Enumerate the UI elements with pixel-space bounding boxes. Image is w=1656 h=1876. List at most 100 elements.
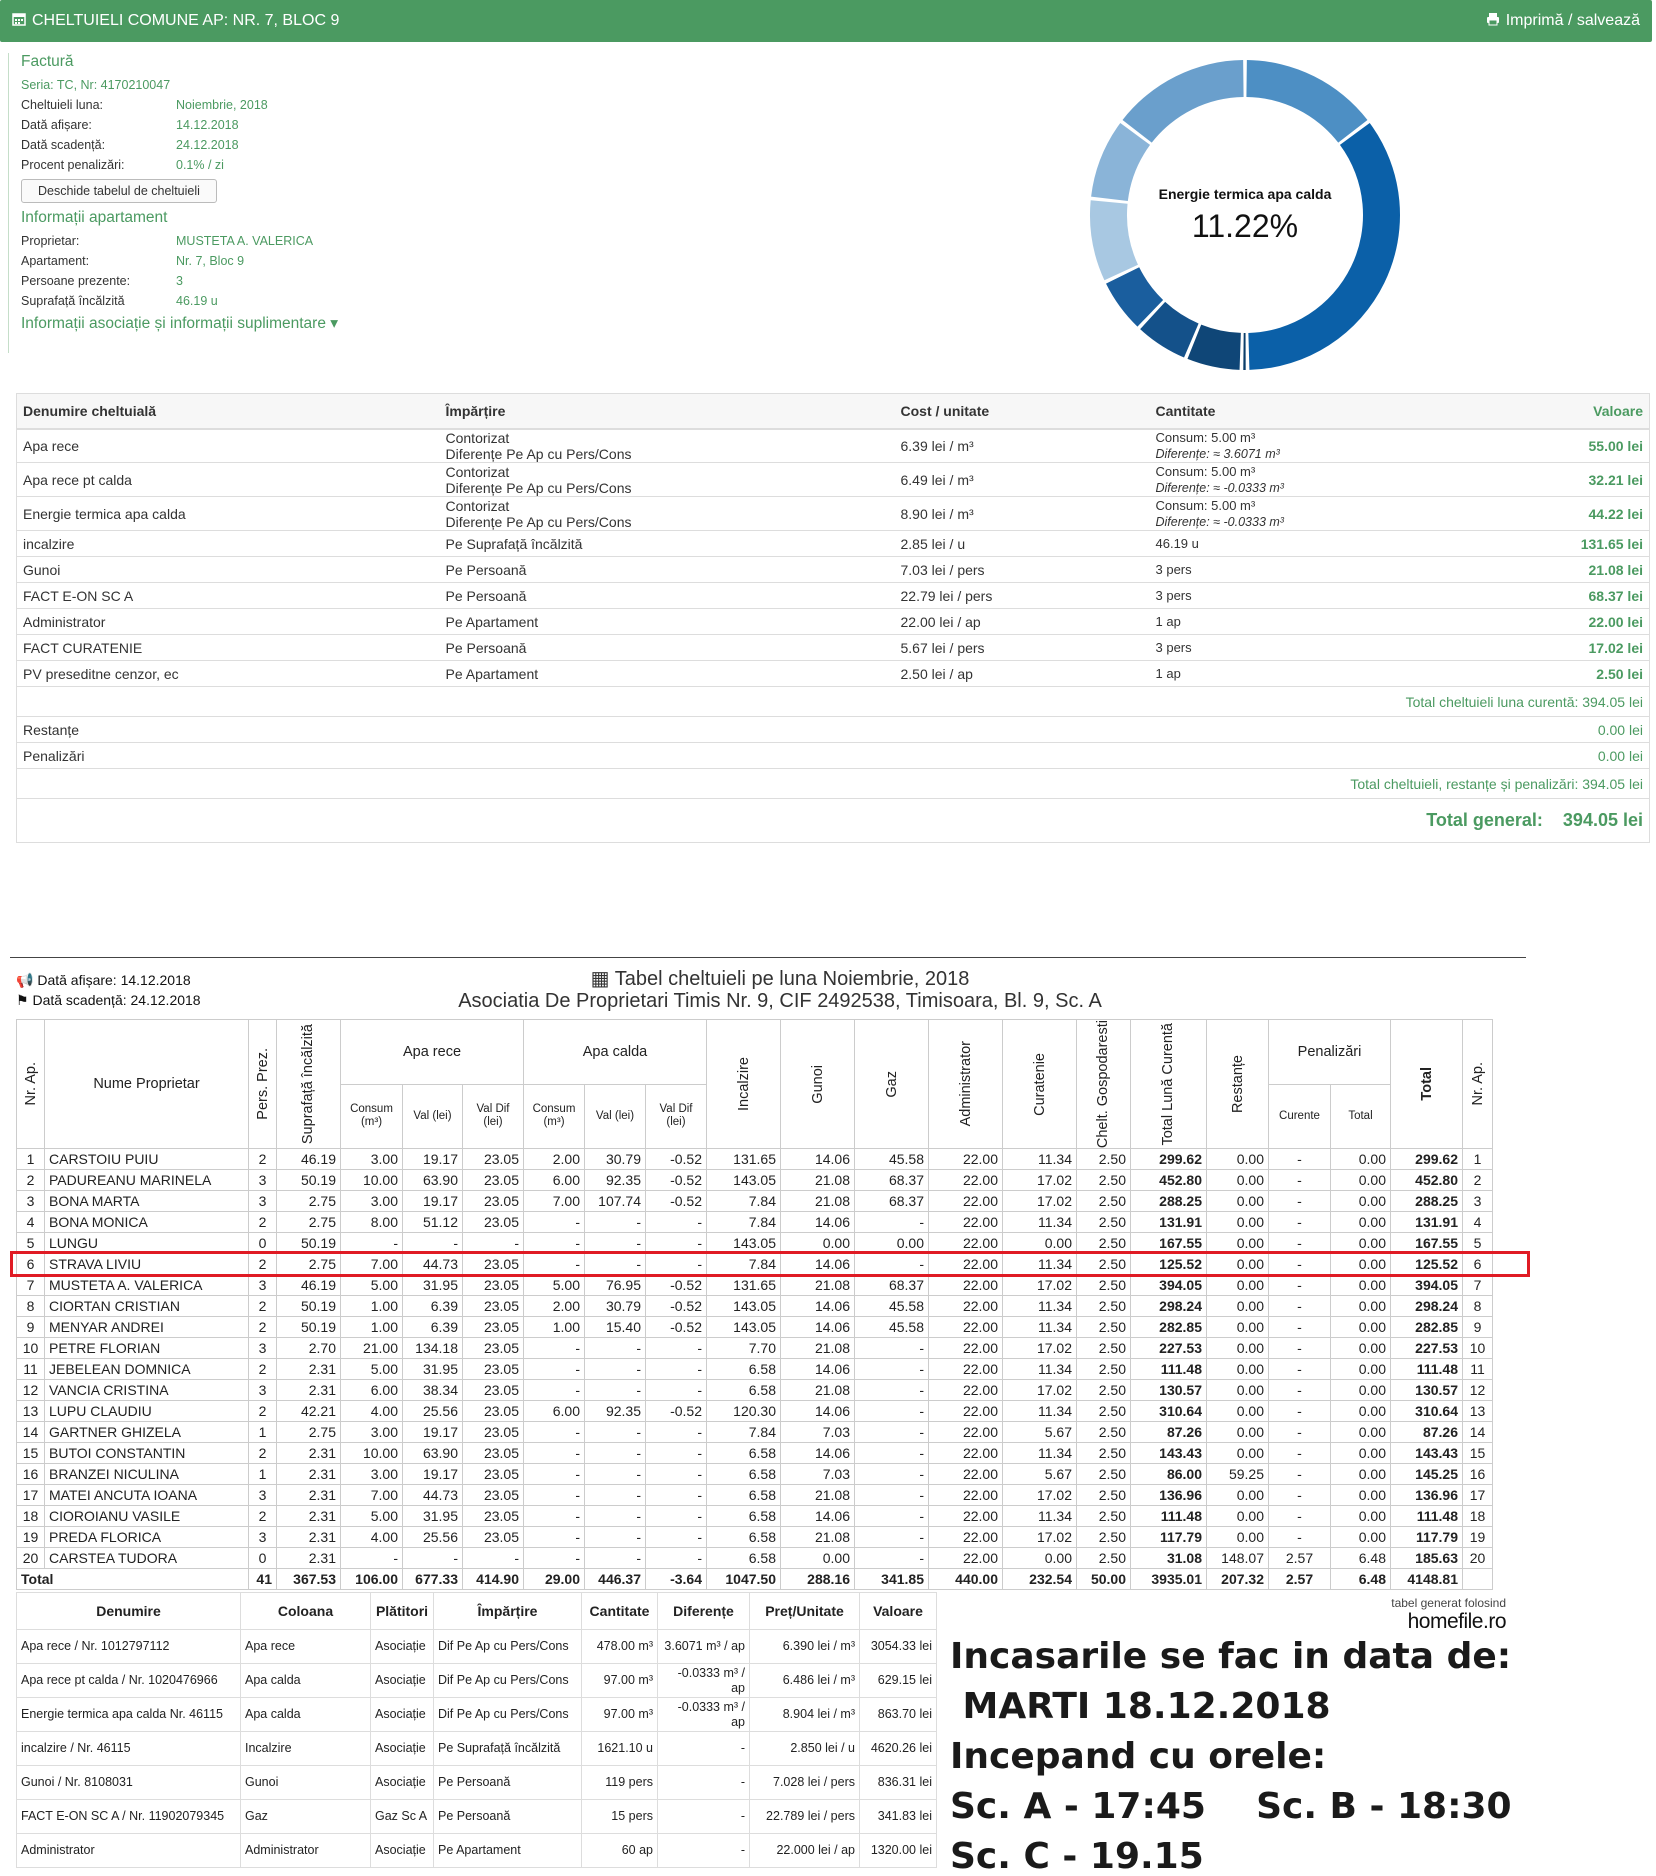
expense-split: Contorizat Diferențe Pe Ap cu Pers/Cons [439,496,895,531]
table-cell: 125.52 [1390,1253,1463,1276]
info-value: 3 [176,274,183,288]
table-cell: 17.02 [1002,1379,1077,1402]
table-cell: - [523,1442,585,1465]
table-cell: 167.55 [1130,1232,1207,1255]
table-cell: 2 [248,1505,277,1528]
table-cell: 310.64 [1390,1400,1463,1423]
bill-cell: Asociație [370,1765,434,1800]
table-cell: 0.00 [1206,1274,1269,1297]
table-heading: 📢 Dată afișare: 14.12.2018 ⚑ Dată scaden… [0,968,1656,1018]
open-table-button[interactable]: Deschide tabelul de cheltuieli [21,179,217,203]
table-cell: 7.84 [706,1211,781,1234]
invoice-heading: Factură [21,53,74,70]
table-cell: 1.00 [340,1316,403,1339]
donut-slice[interactable] [1243,332,1246,370]
donut-slice[interactable] [1091,122,1151,201]
table-cell: 14 [16,1421,45,1444]
col-header-curente: Curente [1268,1083,1331,1150]
table-cell: 310.64 [1130,1400,1207,1423]
col-header: Denumire cheltuială [16,393,440,430]
table-cell: 8 [16,1295,45,1318]
expense-split-line: Diferențe Pe Ap cu Pers/Cons [445,513,632,530]
table-cell: 22.00 [928,1169,1003,1192]
print-button[interactable]: Imprimă / salvează [1486,12,1640,31]
table-cell: 31.95 [402,1505,463,1528]
table-cell: 22.00 [928,1463,1003,1486]
table-cell: 341.85 [854,1568,929,1591]
donut-slice[interactable] [1122,60,1244,143]
donut-slice[interactable] [1106,267,1164,327]
table-cell: 50.00 [1076,1568,1131,1591]
donut-slice[interactable] [1090,200,1138,281]
expense-qty-line: Consum: 5.00 m³ [1155,429,1256,445]
donut-slice[interactable] [1248,122,1400,370]
table-cell: - [854,1463,929,1486]
table-cell: 131.65 [706,1274,781,1297]
table-cell: 18 [16,1505,45,1528]
table-cell: 0.00 [1206,1211,1269,1234]
table-cell: 21.08 [780,1379,855,1402]
table-cell: 2.31 [276,1379,341,1402]
bill-cell: 1320.00 lei [859,1833,937,1868]
table-cell: 0.00 [1206,1316,1269,1339]
bill-row: incalzire / Nr. 46115 Incalzire Asociație P… [16,1731,937,1766]
table-row: 14 GARTNER GHIZELA 1 2.75 3.00 19.17 23.05- - -7… [16,1421,1493,1444]
table-cell: 11.34 [1002,1400,1077,1423]
col-header-apa-calda: Apa calda [523,1019,707,1085]
table-cell: 23.05 [462,1337,524,1360]
table-cell: - [854,1400,929,1423]
table-cell: MENYAR ANDREI [44,1316,249,1339]
table-cell: 6.58 [706,1526,781,1549]
table-cell: 2.57 [1268,1547,1331,1570]
table-cell: 2 [248,1211,277,1234]
table-cell: 2.50 [1076,1316,1131,1339]
table-cell: 4148.81 [1390,1568,1463,1591]
table-cell: 2.00 [523,1148,585,1171]
print-label: Imprimă / salvează [1505,12,1640,29]
bill-row: Administrator Administrator Asociație Pe Ap… [16,1833,937,1868]
table-cell: 367.53 [276,1568,341,1591]
donut-slice[interactable] [1187,324,1241,370]
table-cell: - [584,1421,646,1444]
table-cell: 23.05 [462,1211,524,1234]
col-header: Valoare [859,1592,937,1630]
bill-row: Apa rece pt calda / Nr. 1020476966 Apa ca… [16,1663,937,1698]
expense-value: 22.00 lei [1469,608,1650,635]
grid-header-row: Nr. Ap. Nume Proprietar Pers. Prez. Supr… [16,1018,1493,1150]
expense-cost: 2.85 lei / u [894,530,1150,557]
table-cell: 0.00 [1330,1379,1391,1402]
bills-header-row: Denumire Coloana Plătitori Împărțire Can… [16,1592,937,1630]
grand-total-row: Total general: 394.05 lei [16,798,1650,843]
expense-diff-line: Diferențe: ≈ -0.0333 m³ [1155,514,1284,529]
table-cell: - [584,1442,646,1465]
table-cell: 7.00 [340,1253,403,1276]
bill-cell: 22.000 lei / ap [749,1833,860,1868]
date-due: Dată scadență: 24.12.2018 [32,992,201,1008]
table-cell: 14.06 [780,1505,855,1528]
bill-cell: 8.904 lei / m³ [749,1697,860,1732]
col-header-valdif: Val Dif (lei) [645,1083,707,1150]
table-cell: 2.50 [1076,1253,1131,1276]
table-cell: 23.05 [462,1379,524,1402]
table-cell: - [584,1358,646,1381]
table-cell: 1 [16,1148,45,1171]
table-cell: 3.00 [340,1190,403,1213]
expense-split-line: Contorizat [445,429,510,446]
table-cell: 6 [16,1253,45,1276]
table-cell: -0.52 [645,1400,707,1423]
table-cell: 0.00 [1330,1190,1391,1213]
table-cell: - [462,1232,524,1255]
table-cell: 6.58 [706,1484,781,1507]
table-cell: 92.35 [584,1400,646,1423]
table-cell: - [462,1547,524,1570]
table-cell: 131.65 [706,1148,781,1171]
bill-cell: Apa rece [240,1629,371,1664]
donut-slice[interactable] [1246,60,1368,143]
table-cell: 2.50 [1076,1169,1131,1192]
bill-cell: Asociație [370,1833,434,1868]
donut-slice[interactable] [1140,301,1199,358]
table-cell: 6.00 [523,1400,585,1423]
table-cell: 143.43 [1390,1442,1463,1465]
association-info-toggle[interactable]: Informații asociație și informații supli… [21,314,428,333]
table-cell: 17 [16,1484,45,1507]
